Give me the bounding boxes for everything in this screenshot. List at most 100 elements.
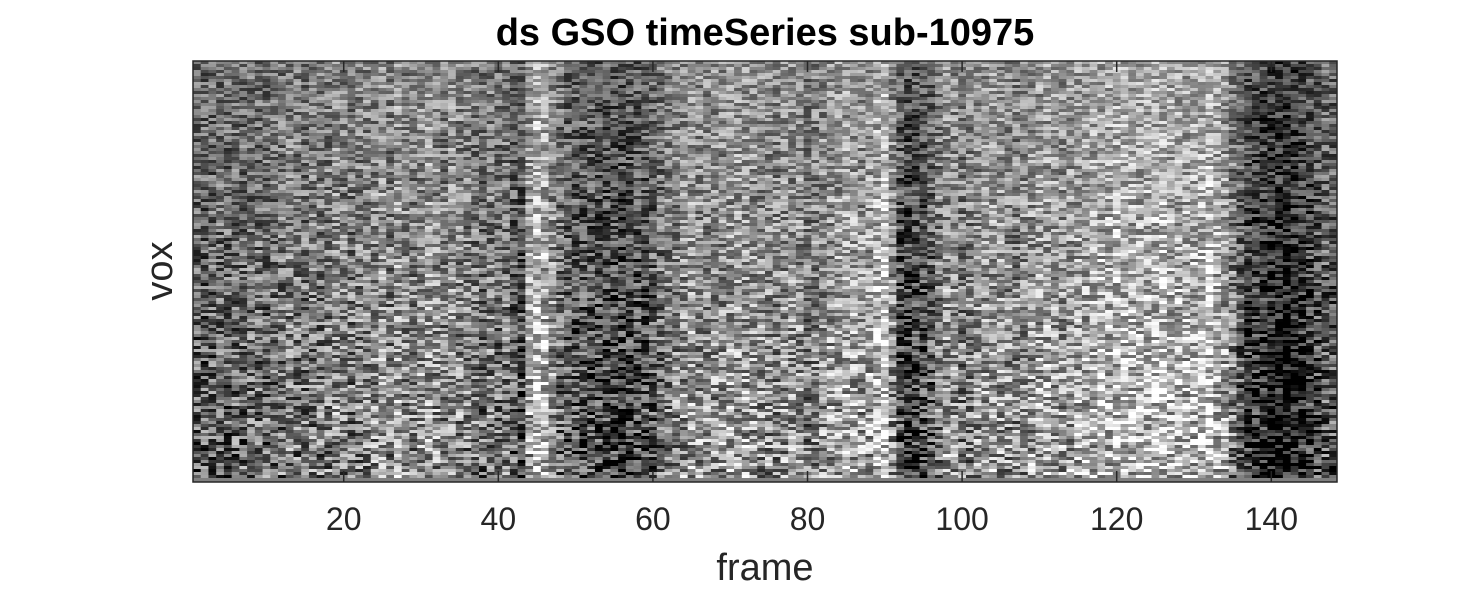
heatmap-cell [301, 64, 309, 67]
heatmap-cell [394, 76, 402, 79]
heatmap-cell [417, 145, 425, 148]
heatmap-cell [286, 211, 294, 214]
heatmap-cell [355, 127, 363, 130]
heatmap-cell [417, 115, 425, 118]
heatmap-cell [201, 373, 209, 376]
heatmap-cell [201, 361, 209, 364]
heatmap-cell [232, 109, 240, 112]
heatmap-cell [355, 451, 363, 454]
heatmap-cell [363, 79, 371, 82]
heatmap-cell [216, 130, 224, 133]
heatmap-cell [324, 250, 332, 253]
heatmap-cell [448, 181, 456, 184]
heatmap-cell [224, 262, 232, 265]
heatmap-cell [263, 448, 271, 451]
heatmap-cell [301, 154, 309, 157]
heatmap-cell [332, 73, 340, 76]
heatmap-cell [293, 265, 301, 268]
heatmap-cell [464, 136, 472, 139]
heatmap-cell [270, 337, 278, 340]
heatmap-cell [332, 133, 340, 136]
heatmap-cell [394, 130, 402, 133]
heatmap-cell [324, 460, 332, 463]
heatmap-cell [224, 337, 232, 340]
heatmap-cell [286, 136, 294, 139]
heatmap-cell [208, 412, 216, 415]
heatmap-cell [216, 475, 224, 478]
heatmap-cell [247, 199, 255, 202]
heatmap-cell [193, 292, 201, 295]
heatmap-cell [371, 424, 379, 427]
heatmap-cell [193, 259, 201, 262]
heatmap-cell [286, 472, 294, 475]
heatmap-cell [247, 244, 255, 247]
heatmap-cell [332, 370, 340, 373]
heatmap-cell [464, 154, 472, 157]
heatmap-cell [247, 316, 255, 319]
heatmap-cell [371, 358, 379, 361]
heatmap-cell [433, 472, 441, 475]
heatmap-cell [402, 289, 410, 292]
heatmap-cell [216, 283, 224, 286]
heatmap-cell [309, 400, 317, 403]
heatmap-cell [440, 202, 448, 205]
heatmap-cell [448, 325, 456, 328]
heatmap-cell [208, 391, 216, 394]
heatmap-cell [448, 64, 456, 67]
heatmap-cell [402, 103, 410, 106]
heatmap-cell [193, 409, 201, 412]
heatmap-cell [448, 178, 456, 181]
heatmap-cell [309, 421, 317, 424]
heatmap-cell [464, 142, 472, 145]
heatmap-cell [317, 148, 325, 151]
heatmap-cell [216, 289, 224, 292]
heatmap-cell [332, 328, 340, 331]
heatmap-cell [255, 88, 263, 91]
heatmap-cell [263, 208, 271, 211]
heatmap-cell [263, 241, 271, 244]
heatmap-cell [409, 94, 417, 97]
heatmap-cell [239, 373, 247, 376]
heatmap-cell [263, 469, 271, 472]
heatmap-cell [309, 316, 317, 319]
heatmap-cell [201, 346, 209, 349]
heatmap-cell [309, 253, 317, 256]
heatmap-cell [193, 343, 201, 346]
heatmap-cell [379, 436, 387, 439]
heatmap-cell [348, 277, 356, 280]
heatmap-cell [348, 82, 356, 85]
heatmap-cell [417, 364, 425, 367]
heatmap-cell [286, 367, 294, 370]
heatmap-cell [402, 475, 410, 478]
heatmap-cell [355, 187, 363, 190]
heatmap-cell [409, 451, 417, 454]
heatmap-cell [247, 76, 255, 79]
heatmap-cell [270, 106, 278, 109]
heatmap-cell [239, 127, 247, 130]
heatmap-cell [239, 175, 247, 178]
heatmap-cell [270, 274, 278, 277]
heatmap-cell [448, 442, 456, 445]
heatmap-cell [247, 277, 255, 280]
heatmap-cell [278, 457, 286, 460]
heatmap-cell [386, 463, 394, 466]
heatmap-cell [379, 388, 387, 391]
heatmap-cell [263, 445, 271, 448]
heatmap-cell [324, 79, 332, 82]
heatmap-cell [417, 286, 425, 289]
heatmap-cell [379, 409, 387, 412]
heatmap-cell [340, 418, 348, 421]
heatmap-cell [394, 103, 402, 106]
heatmap-cell [348, 325, 356, 328]
heatmap-cell [433, 100, 441, 103]
heatmap-cell [332, 250, 340, 253]
heatmap-cell [263, 460, 271, 463]
heatmap-cell [255, 388, 263, 391]
heatmap-cell [247, 445, 255, 448]
heatmap-cell [371, 148, 379, 151]
heatmap-cell [286, 292, 294, 295]
heatmap-cell [224, 367, 232, 370]
heatmap-cell [394, 220, 402, 223]
heatmap-cell [201, 301, 209, 304]
heatmap-cell [402, 340, 410, 343]
